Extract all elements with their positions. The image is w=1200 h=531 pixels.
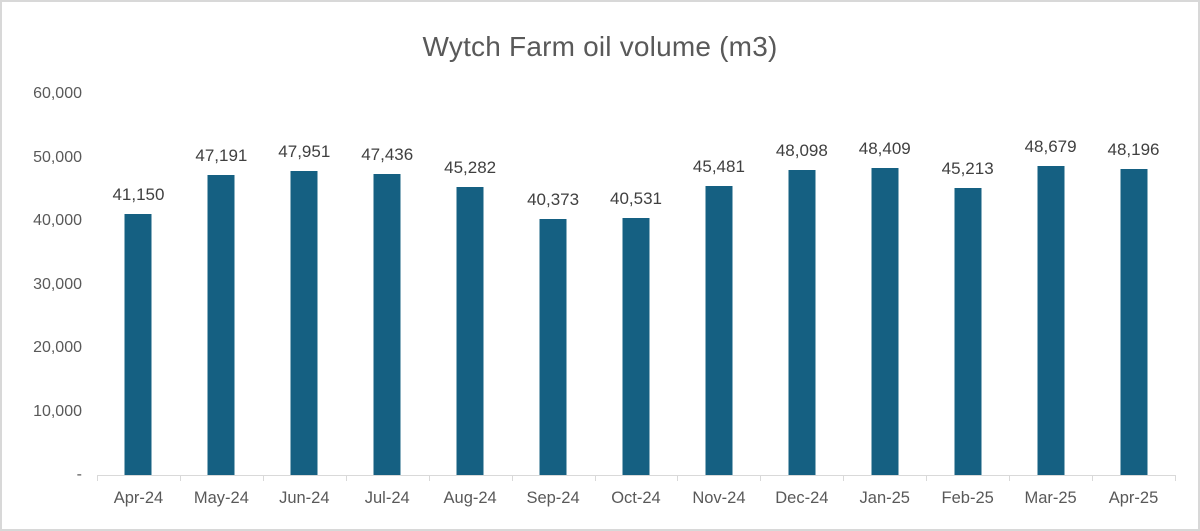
bar-Sep-24 [539,218,567,475]
bar-value-label-Nov-24: 45,481 [692,157,745,177]
x-axis-tick-mark [760,475,762,481]
bar-Jan-25 [871,167,899,475]
bar-value-label-Jan-25: 48,409 [858,138,911,158]
bar-cell-Mar-25: 48,679 [1009,94,1092,475]
x-axis-label-Jan-25: Jan-25 [859,489,910,507]
bar-cell-May-24: 47,191 [180,94,263,475]
x-axis-tick-mark [926,475,928,481]
y-axis-tick-label: 50,000 [33,148,82,166]
bar-value-label-Feb-25: 45,213 [941,158,994,178]
bar-cell-Apr-24: 41,150 [97,94,180,475]
x-axis-tick-mark [262,475,264,481]
x-axis-tick-mark [1175,475,1176,481]
bar-value-label-Apr-24: 41,150 [112,184,165,204]
x-axis-tick-mark [179,475,181,481]
x-axis-label-Mar-25: Mar-25 [1024,489,1077,507]
x-axis-tick-mark [843,475,845,481]
bar-value-label-Mar-25: 48,679 [1024,136,1077,156]
bar-Jul-24 [373,173,401,475]
y-axis-tick-label: 20,000 [33,339,82,356]
x-axis-tick-mark [511,475,513,481]
bar-Apr-24 [124,213,152,475]
x-axis-label-Jun-24: Jun-24 [279,489,330,507]
bar-value-label-Aug-24: 45,282 [444,158,497,178]
bar-May-24 [207,175,235,475]
x-axis-line [97,475,1175,476]
x-axis-tick-mark [1009,475,1011,481]
x-axis-label-Aug-24: Aug-24 [443,489,497,507]
x-axis-label-Jul-24: Jul-24 [364,489,410,507]
x-axis: Apr-24 May-24 Jun-24 Jul-24 Aug-24 Sep-24 Oct-… [97,482,1175,508]
bar-Aug-24 [456,187,484,475]
x-axis-label-Dec-24: Dec-24 [775,489,829,507]
y-axis-tick-label: 10,000 [33,402,82,420]
x-axis-label-May-24: May-24 [193,489,249,507]
bar-value-label-Apr-25: 48,196 [1107,139,1160,159]
bar-value-label-Sep-24: 40,373 [527,189,580,209]
x-axis-label-Sep-24: Sep-24 [526,489,580,507]
bar-cell-Apr-25: 48,196 [1092,94,1175,475]
x-axis-label-Oct-24: Oct-24 [611,489,661,507]
bar-Feb-25 [954,187,982,475]
bar-Dec-24 [788,169,816,475]
y-axis-tick-label: - [76,466,82,483]
bar-Jun-24 [290,170,318,475]
bar-Mar-25 [1037,165,1065,475]
bar-value-label-Jul-24: 47,436 [361,144,414,164]
bar-cell-Jan-25: 48,409 [843,94,926,475]
bar-cell-Dec-24: 48,098 [760,94,843,475]
bar-Nov-24 [705,186,733,475]
bar-cell-Jul-24: 47,436 [346,94,429,475]
x-axis-tick-mark [594,475,596,481]
x-axis-label-Feb-25: Feb-25 [941,489,994,507]
chart-title: Wytch Farm oil volume (m3) [422,31,778,62]
bar-value-label-Dec-24: 48,098 [775,140,828,160]
bar-Oct-24 [622,217,650,475]
y-axis-tick-label: 60,000 [33,85,82,102]
x-axis-tick-mark [428,475,430,481]
bar-cell-Aug-24: 45,282 [429,94,512,475]
x-axis-tick-mark [97,475,98,481]
bar-cell-Jun-24: 47,951 [263,94,346,475]
x-axis-tick-mark [677,475,679,481]
x-axis-label-Nov-24: Nov-24 [692,489,746,507]
y-axis-tick-label: 40,000 [33,212,82,229]
y-axis-tick-label: 30,000 [33,275,82,293]
bar-cell-Sep-24: 40,373 [512,94,595,475]
x-axis-tick-mark [345,475,347,481]
bar-cell-Feb-25: 45,213 [926,94,1009,475]
bar-cell-Nov-24: 45,481 [677,94,760,475]
x-axis-label-Apr-25: Apr-25 [1108,489,1159,507]
y-axis: 60,000 50,000 40,000 30,000 20,000 10,000 - [2,2,82,529]
bar-Apr-25 [1120,168,1148,475]
x-axis-label-Apr-24: Apr-24 [113,489,164,507]
bar-cell-Oct-24: 40,531 [595,94,678,475]
bar-value-label-May-24: 47,191 [195,146,248,166]
bar-value-label-Oct-24: 40,531 [609,188,662,208]
x-axis-tick-mark [1092,475,1094,481]
plot-area: 41,150 47,191 47,951 47,436 45,282 40,373 40,5… [97,94,1175,475]
bar-value-label-Jun-24: 47,951 [278,141,331,161]
